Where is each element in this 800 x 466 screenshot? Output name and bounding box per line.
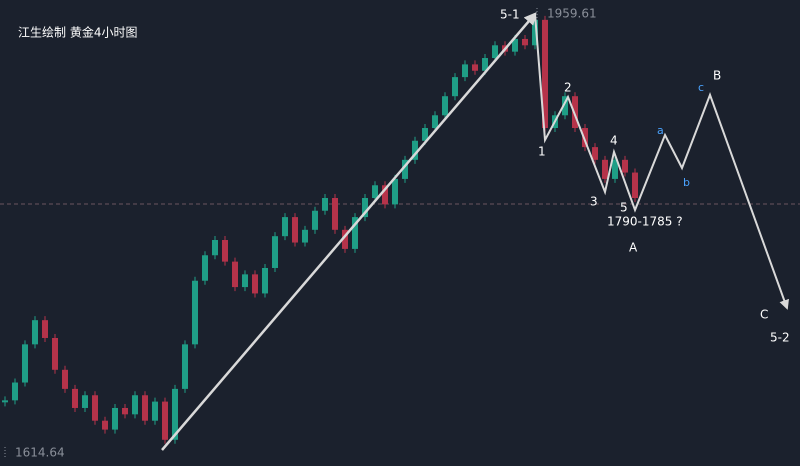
candle <box>192 280 198 345</box>
candle <box>512 38 518 52</box>
candle <box>522 38 528 46</box>
candle <box>132 395 138 415</box>
candle <box>472 64 478 71</box>
candle <box>352 217 358 249</box>
candle <box>82 395 88 408</box>
candle <box>12 382 18 401</box>
candle <box>592 147 598 160</box>
candles <box>0 15 800 444</box>
projection-line <box>534 13 789 310</box>
wave-label: 5-2 <box>770 331 790 345</box>
candle <box>42 320 48 338</box>
candle <box>452 77 458 97</box>
candle <box>22 344 28 383</box>
impulse-line <box>161 12 537 451</box>
candle <box>312 210 318 230</box>
candle <box>362 198 368 218</box>
wave-label: b <box>683 176 690 189</box>
candle <box>622 159 628 173</box>
wave-label: 3 <box>590 195 598 209</box>
candle <box>322 198 328 211</box>
candle <box>92 395 98 421</box>
candle <box>172 388 178 440</box>
wave-label: A <box>629 241 638 255</box>
wave-label: 2 <box>564 81 572 95</box>
candle <box>72 388 78 408</box>
candle <box>52 337 58 370</box>
candle <box>392 178 398 205</box>
wave-label: a <box>657 124 664 137</box>
wave-label: 1 <box>538 145 546 159</box>
candle <box>292 217 298 243</box>
candle <box>2 400 8 403</box>
candle <box>182 344 188 389</box>
candle <box>112 407 118 430</box>
chart-title: 江生绘制 黄金4小时图 <box>18 25 137 40</box>
candle <box>102 420 108 430</box>
candle <box>342 229 348 249</box>
wave-label: 5 <box>620 201 628 215</box>
candle <box>372 185 378 199</box>
candle <box>142 395 148 421</box>
candle <box>232 261 238 288</box>
candle <box>422 128 428 141</box>
candle <box>202 255 208 281</box>
candle <box>492 45 498 59</box>
candle <box>122 407 128 415</box>
price-mark-label: 1614.64 <box>15 445 65 459</box>
candle <box>632 172 638 199</box>
candle <box>32 320 38 345</box>
wave-label: B <box>713 69 721 83</box>
candle <box>162 401 168 440</box>
candle <box>222 239 228 262</box>
candle <box>412 140 418 160</box>
candle <box>332 198 338 230</box>
wave-label: C <box>760 308 768 322</box>
candle <box>272 236 278 268</box>
price-mark-label: 1959.61 <box>547 6 597 20</box>
candle <box>242 274 248 288</box>
candle <box>482 58 488 71</box>
candle <box>602 159 608 179</box>
wave-label: 4 <box>610 134 618 148</box>
candle <box>282 217 288 237</box>
candle <box>442 96 448 116</box>
candle <box>302 229 308 243</box>
candle <box>562 96 568 116</box>
candle <box>382 185 388 205</box>
candle <box>462 64 468 78</box>
candle <box>152 401 158 421</box>
candle <box>432 115 438 129</box>
candle <box>572 96 578 129</box>
target-label: 1790-1785 ? <box>607 215 683 229</box>
candle <box>532 19 538 46</box>
candle <box>212 239 218 256</box>
candle <box>62 369 68 389</box>
candle <box>262 267 268 294</box>
candle <box>252 274 258 294</box>
candle <box>612 159 618 179</box>
candle <box>582 128 588 148</box>
wave-label: 5-1 <box>500 8 520 22</box>
wave-label: c <box>698 81 704 94</box>
candle <box>402 159 408 179</box>
candle <box>542 19 548 129</box>
